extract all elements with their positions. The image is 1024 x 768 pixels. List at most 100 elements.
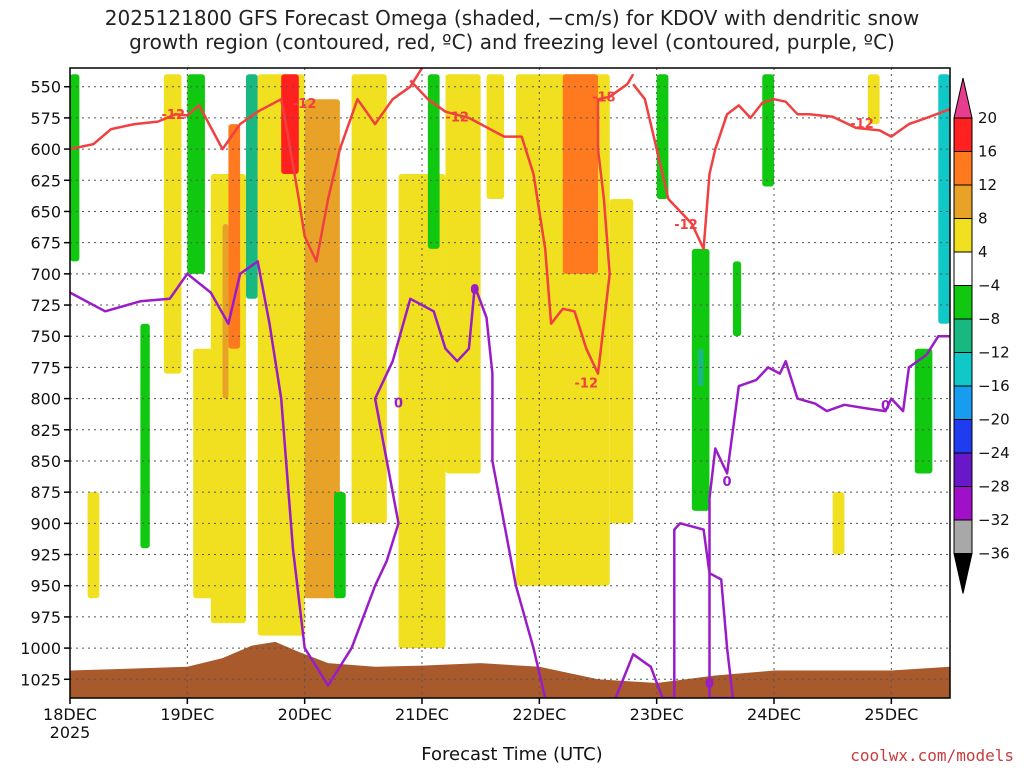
ytick-label-825: 825: [30, 421, 61, 440]
freezing-contour-left: [70, 260, 547, 698]
colorbar-tick-5: −4: [978, 277, 1000, 295]
ytick-label-900: 900: [30, 514, 61, 533]
ytick-label-850: 850: [30, 452, 61, 471]
colorbar-swatch-9: [953, 419, 973, 454]
ytick-label-800: 800: [30, 390, 61, 409]
colorbar-tick-7: −12: [978, 344, 1010, 362]
gridlines: [70, 68, 950, 698]
freezing-label-3: 0: [881, 399, 890, 414]
xtick-label-24DEC: 24DEC: [747, 705, 801, 724]
xtick-label-25DEC: 25DEC: [864, 705, 918, 724]
ytick-label-700: 700: [30, 265, 61, 284]
plot-frame: [69, 67, 951, 699]
dgz-label-2: -12: [445, 111, 469, 126]
colorbar-tick-1: 16: [978, 143, 997, 161]
dgz-label-0: -12: [162, 108, 186, 123]
shading-region-9: [246, 74, 258, 299]
shading-region-18: [486, 74, 505, 199]
ytick-label-925: 925: [30, 546, 61, 565]
pressure-axis: 550 575 600 625 650 675 700 725 750 775 800 825 850 8…: [20, 78, 70, 689]
dgz-label-3: -18: [592, 91, 616, 106]
dgz-label-6: -12: [850, 117, 874, 132]
terrain-surface: [70, 641, 950, 698]
ytick-label-600: 600: [30, 140, 61, 159]
colorbar-top-arrow: [953, 77, 973, 119]
shading-region-11: [281, 74, 299, 175]
dgz-label-5: -12: [575, 376, 599, 391]
colorbar-swatch-11: [953, 486, 973, 521]
ytick-label-625: 625: [30, 171, 61, 190]
dgz-contour-upper: [70, 68, 424, 263]
shading-region-14: [351, 74, 387, 524]
terrain-fill: [70, 641, 950, 698]
xtick-label-22DEC: 22DEC: [512, 705, 566, 724]
shading-region-8: [228, 124, 241, 349]
xtick-label-19DEC: 19DEC: [160, 705, 214, 724]
title-line-2: growth region (contoured, red, ºC) and f…: [129, 30, 895, 54]
xtick-label-21DEC: 21DEC: [395, 705, 449, 724]
dgz-label-1: -12: [293, 97, 317, 112]
shading-region-26: [762, 74, 774, 187]
colorbar-tick-0: 20: [978, 109, 997, 127]
shading-region-13: [334, 492, 346, 599]
colorbar-bottom-arrow: [953, 553, 973, 594]
colorbar-swatch-7: [953, 352, 973, 387]
colorbar-swatch-8: [953, 385, 973, 420]
freezing-label-2: 0: [723, 475, 732, 490]
chart-title: 2025121800 GFS Forecast Omega (shaded, −…: [0, 6, 1024, 54]
shading-region-1: [87, 492, 100, 599]
ytick-label-1025: 1025: [20, 670, 61, 689]
colorbar-swatch-0: [953, 117, 973, 152]
ytick-label-575: 575: [30, 109, 61, 128]
shading-region-10: [257, 74, 305, 636]
ytick-label-975: 975: [30, 608, 61, 627]
shading-region-0: [70, 74, 80, 262]
ytick-label-650: 650: [30, 202, 61, 221]
shading-region-12: [304, 99, 340, 599]
colorbar-tick-9: −20: [978, 411, 1010, 429]
colorbar-tick-4: 4: [978, 243, 988, 261]
ytick-label-550: 550: [30, 78, 61, 97]
shading-region-5: [193, 348, 217, 599]
ytick-label-775: 775: [30, 358, 61, 377]
xtick-label-18DEC: 18DEC: [43, 705, 97, 724]
colorbar-tick-13: −36: [978, 545, 1010, 563]
dgz-label-4: -12: [674, 218, 698, 233]
shading-region-4: [187, 74, 205, 274]
ytick-label-1000: 1000: [20, 639, 61, 658]
contour-lines: -12 -12 -12 -18 -12 -12 -12 0 0 0 0 0: [70, 68, 950, 698]
colorbar-swatch-2: [953, 184, 973, 219]
colorbar-swatch-12: [953, 519, 973, 554]
ytick-label-750: 750: [30, 327, 61, 346]
shading-region-20: [562, 74, 598, 274]
freezing-label-4: 0: [705, 677, 714, 692]
freezing-label-1: 0: [394, 396, 403, 411]
colorbar-swatch-3: [953, 218, 973, 253]
shading-region-17: [445, 74, 481, 474]
colorbar-swatch-1: [953, 151, 973, 186]
freezing-contour-right: [614, 334, 950, 698]
colorbar-swatch-6: [953, 318, 973, 353]
omega-shading: [70, 74, 950, 649]
freezing-label-0: 0: [470, 283, 479, 298]
shading-region-21: [609, 198, 634, 524]
colorbar: 20 16 12 8 4 −4 −8 −12 −16 −20 −24 −28 −32 −36: [953, 77, 1010, 594]
shading-region-28: [867, 74, 880, 125]
ytick-label-675: 675: [30, 234, 61, 253]
dgz-contour-right: [632, 83, 950, 251]
colorbar-tick-12: −32: [978, 511, 1010, 529]
credit-text: coolwx.com/models: [850, 746, 1014, 765]
title-line-1: 2025121800 GFS Forecast Omega (shaded, −…: [104, 6, 920, 30]
ytick-label-725: 725: [30, 296, 61, 315]
ytick-label-875: 875: [30, 483, 61, 502]
colorbar-swatch-5: [953, 285, 973, 320]
shading-region-2: [140, 323, 150, 549]
colorbar-tick-2: 12: [978, 176, 997, 194]
shading-region-29: [914, 348, 933, 474]
xtick-label-20DEC: 20DEC: [278, 705, 332, 724]
colorbar-tick-3: 8: [978, 210, 988, 228]
colorbar-tick-8: −16: [978, 377, 1010, 395]
dgz-contour-middle: [409, 73, 635, 375]
